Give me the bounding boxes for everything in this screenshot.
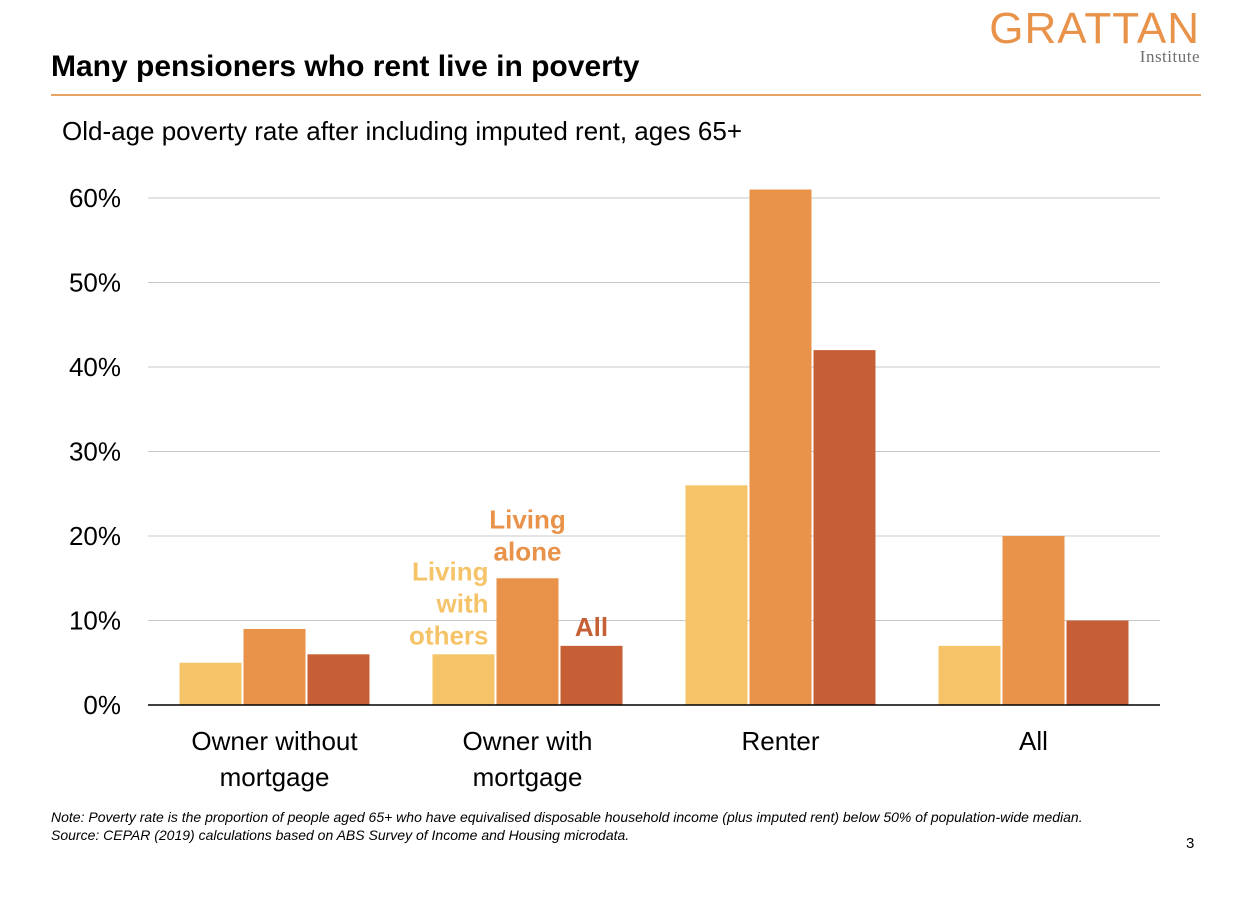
footnote-source: Source: CEPAR (2019) calculations based … <box>51 827 630 843</box>
footnote-note: Note: Poverty rate is the proportion of … <box>51 809 1083 825</box>
y-tick-label: 10% <box>69 606 121 636</box>
y-tick-label: 0% <box>83 690 121 720</box>
bar <box>749 189 812 706</box>
y-tick-label: 30% <box>69 437 121 467</box>
bar <box>243 628 306 705</box>
legend-label: Living with others <box>409 556 488 650</box>
x-tick-label: All <box>1019 726 1048 756</box>
bar <box>307 654 370 705</box>
y-tick-label: 40% <box>69 352 121 382</box>
logo-subtext: Institute <box>1139 47 1200 66</box>
bar <box>813 350 876 705</box>
page-title: Many pensioners who rent live in poverty <box>51 50 640 83</box>
logo-wordmark: GRATTAN <box>989 4 1200 53</box>
bar <box>1066 620 1129 705</box>
legend-label: Living alone <box>489 504 566 566</box>
bar <box>179 662 242 705</box>
y-tick-label: 20% <box>69 521 121 551</box>
bar <box>560 645 623 705</box>
y-tick-label: 60% <box>69 183 121 213</box>
chart-title: Old-age poverty rate after including imp… <box>62 116 743 146</box>
bar <box>685 485 748 705</box>
grattan-logo: GRATTAN Institute <box>989 6 1200 66</box>
bar <box>432 654 495 705</box>
bar <box>1002 536 1065 705</box>
y-tick-label: 50% <box>69 268 121 298</box>
legend-label: All <box>575 612 608 642</box>
x-tick-label: Owner with mortgage <box>462 726 592 792</box>
x-tick-label: Owner without mortgage <box>191 726 358 792</box>
title-divider <box>51 94 1201 96</box>
bar <box>938 645 1001 705</box>
footnotes: Note: Poverty rate is the proportion of … <box>51 808 1151 844</box>
x-tick-label: Renter <box>741 726 819 756</box>
bar <box>496 578 559 705</box>
page-number: 3 <box>1186 835 1195 852</box>
